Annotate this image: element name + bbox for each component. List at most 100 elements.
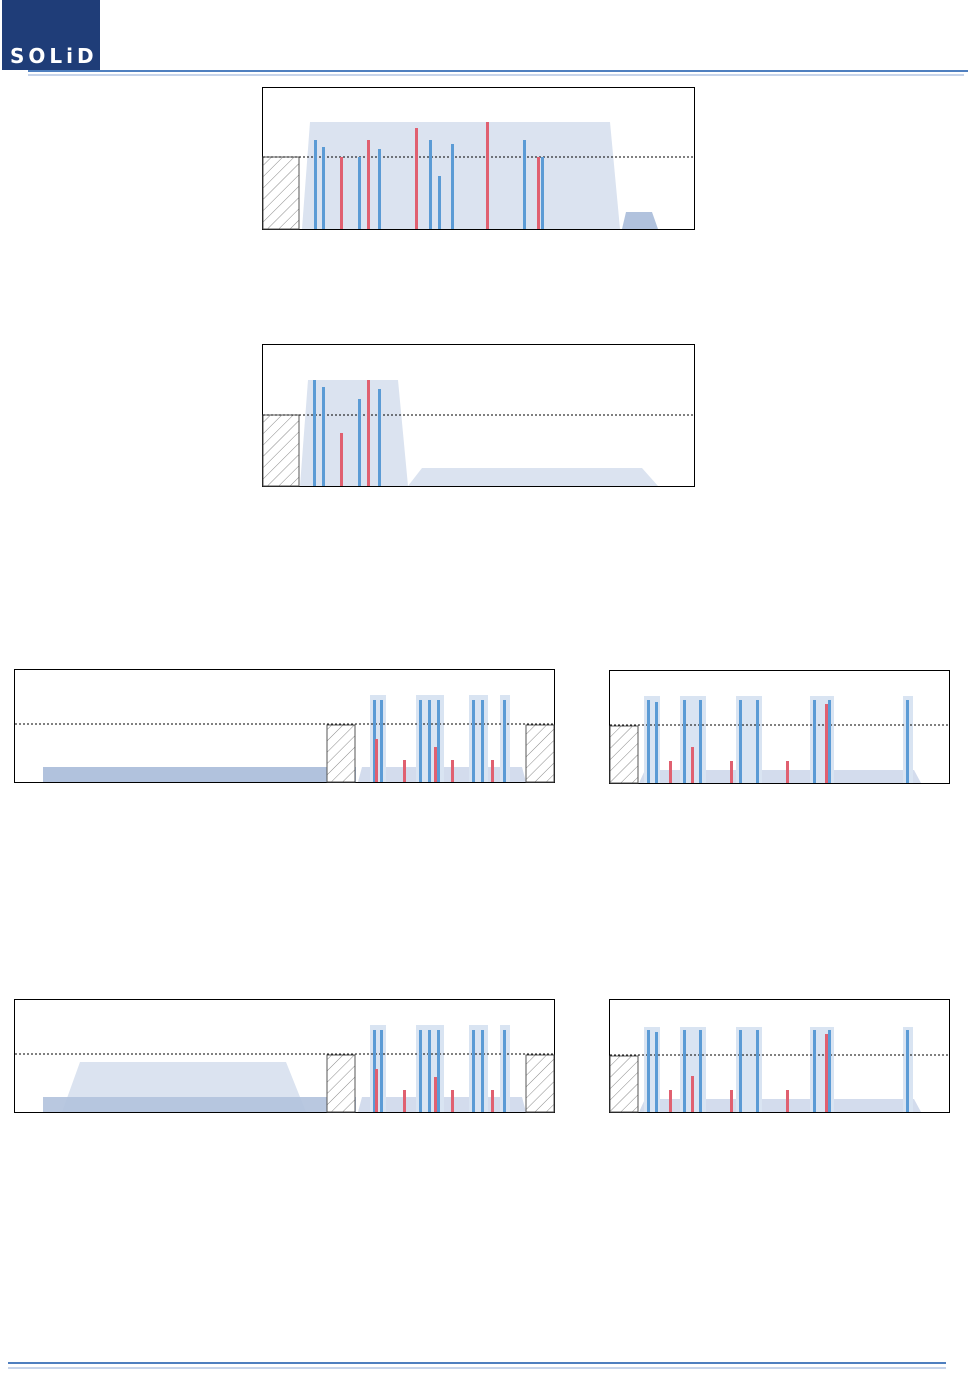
carrier-blue [523, 140, 526, 229]
carrier-blue [313, 380, 316, 486]
carrier-blue [358, 157, 361, 229]
carrier-blue [756, 700, 759, 783]
spectrum-diagram-6 [609, 999, 950, 1113]
guard-band-hatch [326, 1054, 356, 1113]
carrier-blue [437, 700, 440, 782]
solid-logo: SOLiD [2, 0, 100, 70]
header-rule [28, 70, 968, 72]
carrier-red [691, 1076, 694, 1112]
spectrum-diagram-3 [14, 669, 555, 783]
carrier-blue [699, 700, 702, 783]
carrier-red [669, 1090, 672, 1112]
footer-rule [8, 1362, 946, 1364]
carrier-blue [906, 1030, 909, 1112]
carrier-red [434, 747, 437, 782]
carrier-blue [655, 1032, 658, 1112]
carrier-blue [756, 1030, 759, 1112]
carrier-blue [503, 700, 506, 782]
carrier-red [491, 1090, 494, 1112]
carrier-red [691, 747, 694, 783]
carrier-red [375, 739, 378, 782]
carrier-blue [438, 176, 441, 229]
carrier-blue [451, 144, 454, 229]
carrier-blue [322, 387, 325, 486]
carrier-red [403, 1090, 406, 1112]
carrier-blue [541, 157, 544, 229]
band-shape-wide [408, 468, 658, 486]
carrier-blue [683, 700, 686, 783]
header-rule-shadow [28, 74, 964, 76]
carrier-red [403, 760, 406, 782]
guard-band-hatch [262, 156, 300, 230]
carriers [313, 380, 381, 486]
carrier-blue [373, 1030, 376, 1112]
guard-band-hatch [609, 1055, 639, 1113]
footer-rule-shadow [8, 1367, 946, 1369]
carrier-blue [828, 700, 831, 783]
carrier-blue [419, 1030, 422, 1112]
carrier-blue [503, 1030, 506, 1112]
carrier-red [537, 157, 540, 229]
carrier-blue [314, 140, 317, 229]
carrier-blue [699, 1030, 702, 1112]
carrier-blue [419, 700, 422, 782]
carrier-red [486, 122, 489, 229]
carriers [647, 1030, 909, 1112]
guard-band-hatch [525, 1054, 555, 1113]
carrier-blue [481, 1030, 484, 1112]
carrier-red [415, 128, 418, 229]
band-low [43, 767, 356, 782]
carrier-red [825, 704, 828, 783]
carrier-red [491, 760, 494, 782]
carrier-red [375, 1069, 378, 1112]
carrier-blue [378, 149, 381, 229]
carrier-blue [683, 1030, 686, 1112]
carrier-red [730, 761, 733, 783]
carrier-red [825, 1034, 828, 1112]
carrier-red [340, 157, 343, 229]
carrier-blue [655, 702, 658, 783]
guard-band-hatch [262, 414, 300, 487]
carrier-red [451, 760, 454, 782]
carrier-blue [437, 1030, 440, 1112]
spectrum-diagram-2 [262, 344, 695, 487]
carrier-blue [739, 1030, 742, 1112]
carrier-red [340, 433, 343, 486]
carrier-red [434, 1077, 437, 1112]
guard-band-hatch [326, 724, 356, 783]
carriers [373, 1030, 506, 1112]
carriers [373, 700, 506, 782]
logo-text: SOLiD [10, 44, 98, 68]
band-shape-small [622, 212, 658, 229]
guard-band-hatch [525, 724, 555, 783]
carrier-blue [358, 399, 361, 486]
carrier-blue [380, 700, 383, 782]
carrier-blue [813, 700, 816, 783]
carrier-blue [428, 700, 431, 782]
carrier-red [786, 1090, 789, 1112]
carrier-red [669, 761, 672, 783]
spectrum-diagram-1 [262, 87, 695, 230]
carrier-blue [428, 1030, 431, 1112]
carrier-red [367, 140, 370, 229]
carrier-blue [828, 1030, 831, 1112]
carrier-blue [647, 700, 650, 783]
carrier-red [451, 1090, 454, 1112]
carrier-blue [472, 1030, 475, 1112]
carrier-blue [739, 700, 742, 783]
carriers [314, 122, 544, 229]
band-low [43, 1097, 356, 1112]
carrier-blue [373, 700, 376, 782]
carrier-blue [906, 700, 909, 783]
guard-band-hatch [609, 725, 639, 784]
carrier-red [367, 380, 370, 486]
band-shape [300, 380, 408, 486]
band-low [639, 770, 921, 783]
carrier-blue [429, 140, 432, 229]
carrier-blue [380, 1030, 383, 1112]
carrier-blue [813, 1030, 816, 1112]
band-shape [302, 122, 620, 229]
carrier-blue [378, 389, 381, 486]
carrier-blue [472, 700, 475, 782]
carriers [647, 700, 909, 783]
